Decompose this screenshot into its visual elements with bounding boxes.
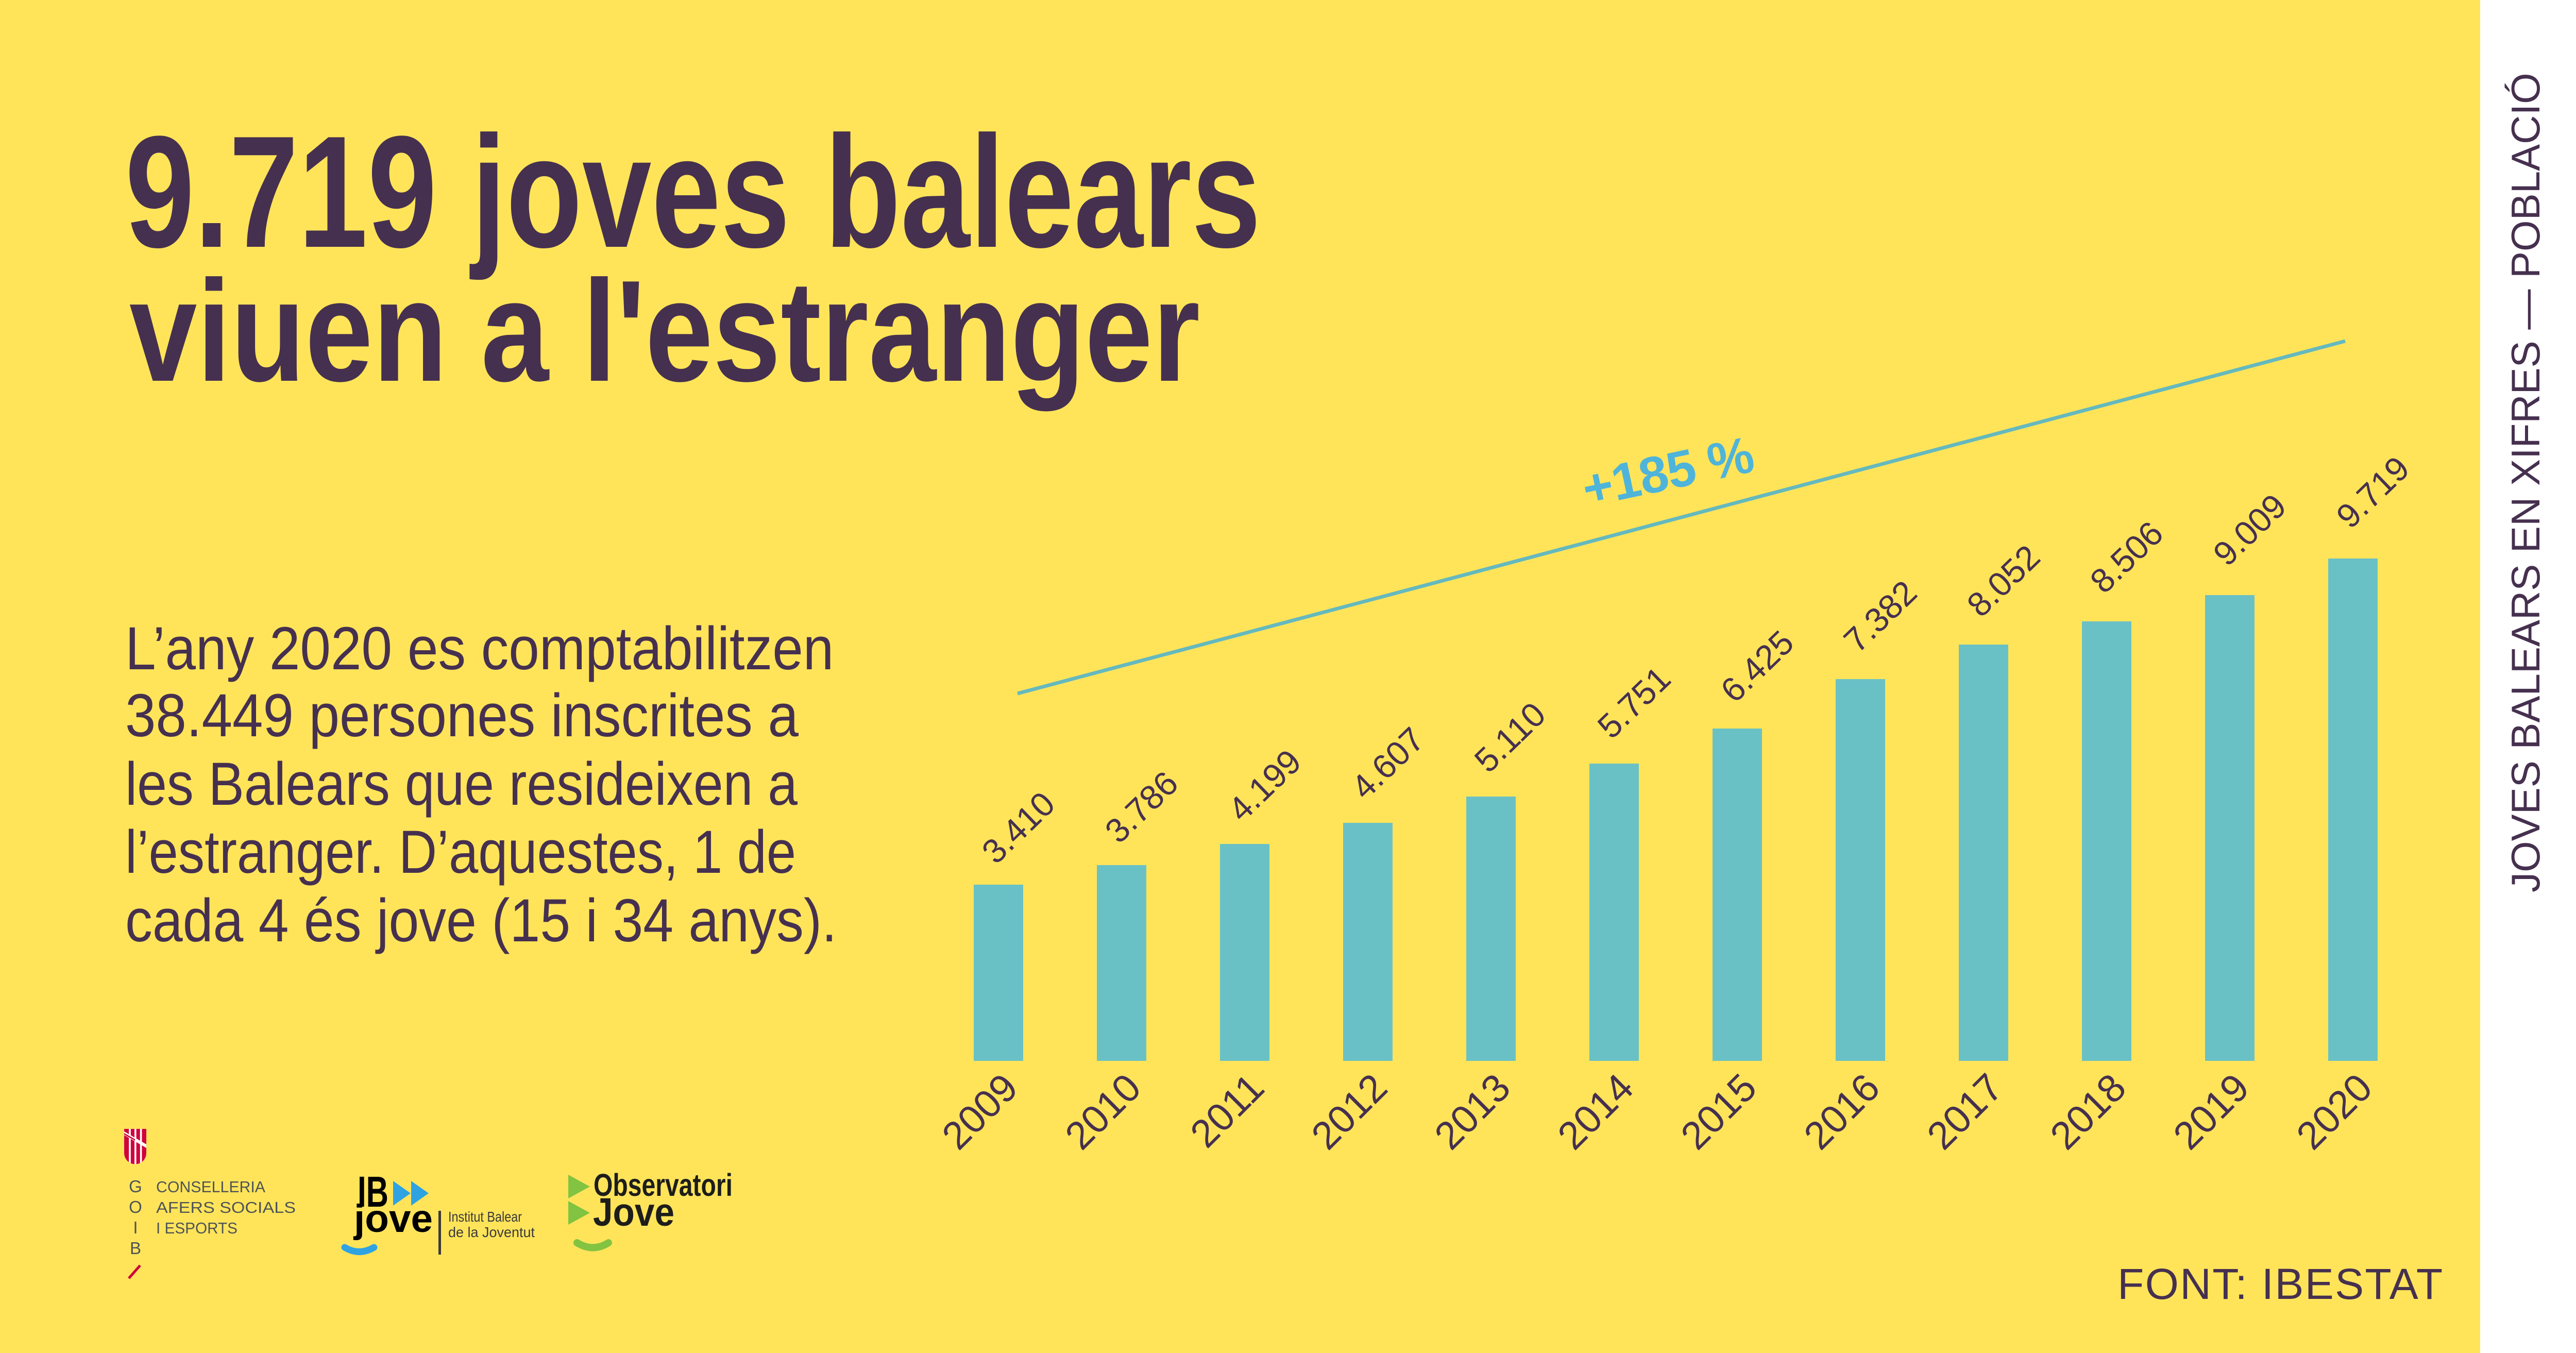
svg-text:O: O <box>129 1197 142 1216</box>
svg-text:B: B <box>130 1239 141 1258</box>
svg-text:2012: 2012 <box>1303 1066 1396 1158</box>
svg-text:CONSELLERIA: CONSELLERIA <box>156 1178 265 1196</box>
svg-text:2016: 2016 <box>1795 1066 1888 1158</box>
svg-text:3.410: 3.410 <box>974 784 1062 871</box>
svg-text:2014: 2014 <box>1549 1066 1642 1158</box>
svg-text:2013: 2013 <box>1426 1066 1519 1158</box>
svg-text:9.009: 9.009 <box>2206 486 2293 573</box>
svg-text:2020: 2020 <box>2288 1066 2381 1158</box>
svg-text:Jove: Jove <box>593 1190 674 1234</box>
svg-text:4.199: 4.199 <box>1221 742 1308 828</box>
svg-text:2011: 2011 <box>1182 1066 1273 1156</box>
svg-text:2010: 2010 <box>1057 1066 1149 1158</box>
svg-text:jove: jove <box>353 1197 433 1241</box>
svg-text:6.425: 6.425 <box>1713 623 1801 709</box>
svg-text:8.052: 8.052 <box>1959 537 2047 624</box>
svg-text:5.110: 5.110 <box>1467 695 1553 780</box>
svg-text:9.719: 9.719 <box>2329 449 2416 535</box>
svg-text:4.607: 4.607 <box>1344 720 1431 806</box>
svg-text:G: G <box>129 1177 142 1196</box>
svg-text:IB: IB <box>358 1168 388 1216</box>
svg-text:2015: 2015 <box>1672 1066 1765 1158</box>
svg-text:de la Joventut: de la Joventut <box>448 1224 535 1240</box>
svg-text:7.382: 7.382 <box>1836 573 1924 659</box>
svg-text:I: I <box>133 1218 138 1237</box>
svg-text:2018: 2018 <box>2042 1066 2134 1158</box>
svg-text:5.751: 5.751 <box>1590 659 1677 746</box>
svg-text:Observatori: Observatori <box>594 1168 733 1203</box>
svg-text:2017: 2017 <box>1919 1066 2011 1158</box>
svg-text:Institut Balear: Institut Balear <box>448 1209 522 1225</box>
svg-text:AFERS SOCIALS: AFERS SOCIALS <box>156 1198 296 1216</box>
svg-text:2019: 2019 <box>2165 1066 2258 1158</box>
svg-text:2009: 2009 <box>934 1066 1026 1158</box>
svg-text:I ESPORTS: I ESPORTS <box>156 1219 238 1237</box>
svg-text:3.786: 3.786 <box>1097 764 1185 850</box>
svg-text:8.506: 8.506 <box>2082 514 2170 600</box>
